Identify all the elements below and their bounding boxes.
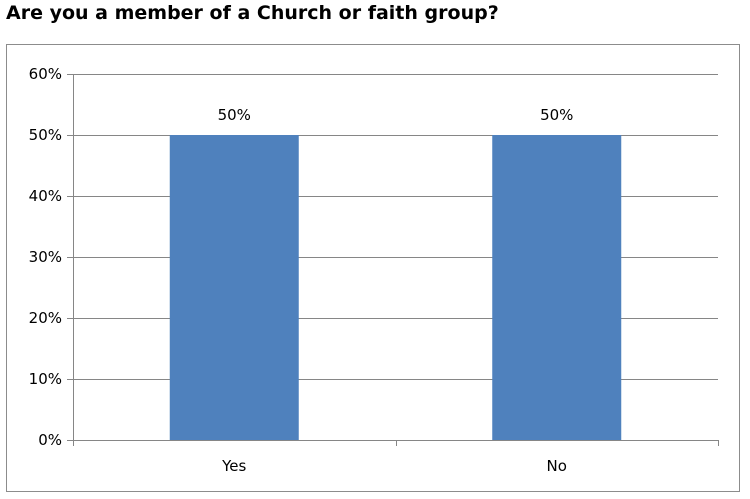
y-tick-label: 30%: [29, 248, 62, 266]
page-title: Are you a member of a Church or faith gr…: [6, 2, 499, 24]
x-tick-label: No: [547, 457, 567, 475]
y-tick-label: 0%: [38, 431, 62, 449]
y-tick-label: 40%: [29, 187, 62, 205]
y-tick-label: 20%: [29, 309, 62, 327]
bar-yes: [169, 135, 299, 440]
y-tick-label: 60%: [29, 65, 62, 83]
y-tick-label: 10%: [29, 370, 62, 388]
bar-no: [492, 135, 622, 440]
data-label: 50%: [218, 106, 251, 124]
y-tick-label: 50%: [29, 126, 62, 144]
x-tick-label: Yes: [221, 457, 246, 475]
data-label: 50%: [540, 106, 573, 124]
